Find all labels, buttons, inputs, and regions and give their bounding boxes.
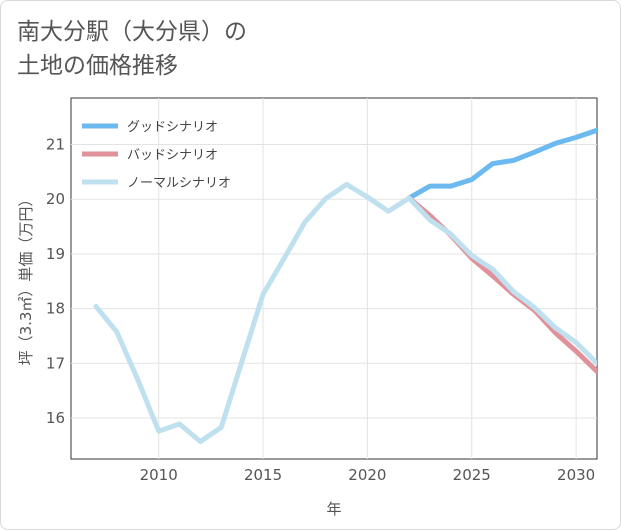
series-lines	[93, 127, 597, 444]
y-tick-label: 16	[46, 409, 65, 427]
y-tick-label: 17	[46, 354, 65, 372]
y-tick-label: 20	[46, 190, 65, 208]
chart-title-line-1: 南大分駅（大分県）の	[17, 19, 247, 45]
y-tick-label: 19	[46, 245, 65, 263]
legend-label-1: グッドシナリオ	[127, 120, 218, 135]
legend-label-2: バッドシナリオ	[127, 148, 218, 163]
y-axis-title: 坪（3.3㎡）単価（万円）	[17, 192, 35, 366]
x-tick-label: 2010	[140, 466, 178, 484]
legend-label-3: ノーマルシナリオ	[127, 176, 231, 191]
x-tick-label: 2030	[557, 466, 595, 484]
x-tick-label: 2025	[453, 466, 491, 484]
y-tick-label: 21	[46, 135, 65, 153]
series-line-1	[406, 127, 597, 201]
y-tick-labels: 16 17 18 19 20 21	[46, 135, 65, 426]
series-line-3	[93, 181, 597, 444]
grid-lines	[71, 98, 597, 459]
x-axis-title: 年	[326, 500, 341, 518]
x-tick-label: 2020	[348, 466, 386, 484]
x-tick-label: 2015	[244, 466, 282, 484]
y-tick-label: 18	[46, 300, 65, 318]
x-tick-labels: 2010 2015 2020 2025 2030	[140, 466, 596, 484]
chart-title-line-2: 土地の価格推移	[17, 53, 178, 79]
